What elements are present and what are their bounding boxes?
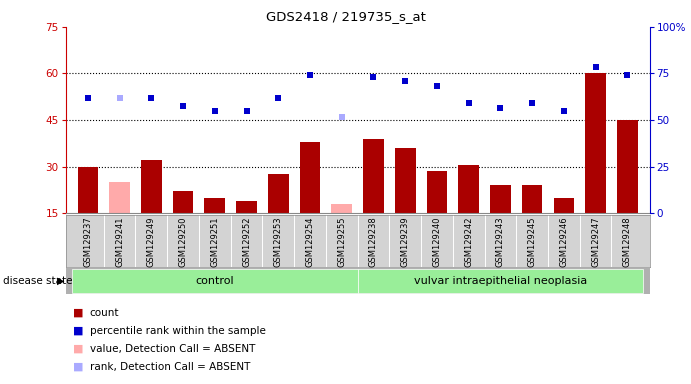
Bar (332, 204, 352, 213)
Bar (236, 201, 257, 213)
Text: control: control (196, 276, 234, 286)
Text: GSM129247: GSM129247 (591, 217, 600, 267)
Text: GSM129252: GSM129252 (242, 217, 251, 267)
Text: vulvar intraepithelial neoplasia: vulvar intraepithelial neoplasia (414, 276, 587, 286)
Bar (458, 165, 479, 213)
Text: count: count (90, 308, 120, 318)
Bar (109, 182, 130, 213)
Text: ■: ■ (73, 344, 83, 354)
Bar (395, 148, 415, 213)
Text: GSM129251: GSM129251 (210, 217, 219, 267)
Text: GSM129237: GSM129237 (84, 217, 93, 267)
Bar (300, 142, 321, 213)
Text: GSM129240: GSM129240 (433, 217, 442, 267)
Bar (72, 269, 358, 293)
Text: disease state: disease state (3, 276, 73, 286)
Bar (490, 185, 511, 213)
Bar (141, 161, 162, 213)
Text: GSM129250: GSM129250 (178, 217, 187, 267)
Bar (553, 198, 574, 213)
Text: GSM129248: GSM129248 (623, 217, 632, 267)
Text: GDS2418 / 219735_s_at: GDS2418 / 219735_s_at (265, 10, 426, 23)
Text: GSM129243: GSM129243 (496, 217, 505, 267)
Text: ■: ■ (73, 326, 83, 336)
Text: GSM129249: GSM129249 (146, 217, 156, 267)
Bar (77, 167, 98, 213)
Text: GSM129255: GSM129255 (337, 217, 346, 267)
Text: GSM129242: GSM129242 (464, 217, 473, 267)
Text: GSM129253: GSM129253 (274, 217, 283, 267)
Bar (205, 198, 225, 213)
Bar (617, 120, 638, 213)
Text: GSM129239: GSM129239 (401, 217, 410, 267)
Bar (585, 73, 606, 213)
Text: GSM129254: GSM129254 (305, 217, 314, 267)
Text: ■: ■ (73, 362, 83, 372)
Text: rank, Detection Call = ABSENT: rank, Detection Call = ABSENT (90, 362, 250, 372)
Text: GSM129245: GSM129245 (528, 217, 537, 267)
Text: value, Detection Call = ABSENT: value, Detection Call = ABSENT (90, 344, 255, 354)
Text: GSM129246: GSM129246 (559, 217, 569, 267)
Text: ■: ■ (73, 308, 83, 318)
Text: ▶: ▶ (57, 276, 65, 286)
Bar (358, 269, 643, 293)
Text: GSM129241: GSM129241 (115, 217, 124, 267)
Bar (522, 185, 542, 213)
Text: percentile rank within the sample: percentile rank within the sample (90, 326, 266, 336)
Bar (173, 191, 193, 213)
Text: GSM129238: GSM129238 (369, 217, 378, 267)
Bar (363, 139, 384, 213)
Bar (268, 174, 289, 213)
Bar (426, 171, 447, 213)
